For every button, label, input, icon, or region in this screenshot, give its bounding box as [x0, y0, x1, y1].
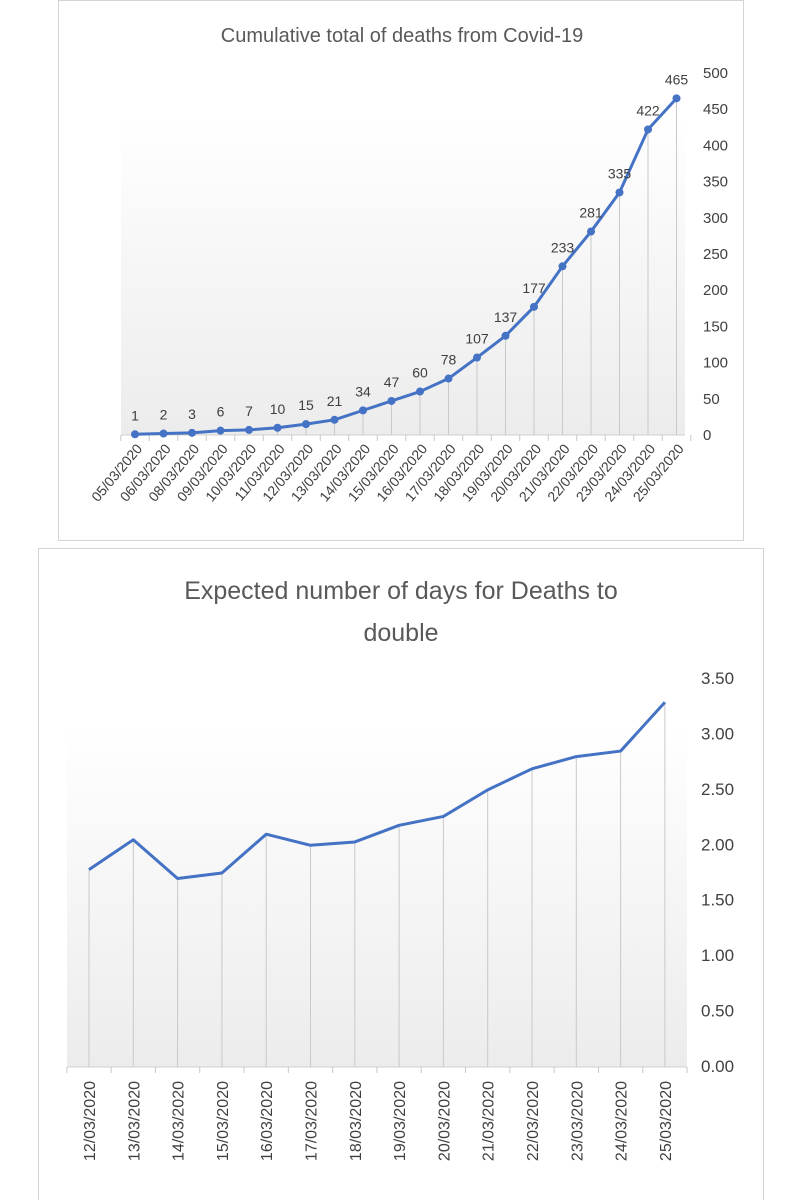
data-point: [387, 396, 396, 405]
y-tick-label: 500: [703, 65, 728, 82]
series-line: [88, 701, 667, 881]
x-tick-label: 17/03/2020: [304, 1081, 321, 1161]
data-label: 1: [131, 407, 139, 423]
data-point: [444, 374, 453, 383]
data-label: 465: [665, 71, 689, 87]
x-tick-label: 22/03/2020: [525, 1081, 542, 1161]
x-tick-label: 24/03/2020: [614, 1081, 631, 1161]
y-tick-label: 250: [703, 246, 728, 263]
plot-area-background: [67, 721, 687, 1067]
data-label: 2: [160, 407, 168, 423]
data-label: 60: [412, 365, 428, 381]
data-point: [530, 302, 538, 311]
cumulative-deaths-chart: Cumulative total of deaths from Covid-19…: [88, 25, 728, 505]
y-tick-label: 2.00: [701, 835, 734, 854]
chart-title-line-2: double: [363, 619, 438, 647]
data-label: 47: [384, 374, 400, 390]
data-point: [615, 188, 624, 197]
data-point: [644, 125, 652, 134]
data-point: [587, 227, 595, 236]
data-point: [273, 423, 282, 432]
data-label: 107: [465, 331, 489, 347]
data-label: 422: [636, 102, 660, 118]
y-tick-label: 300: [703, 210, 728, 227]
data-label: 15: [298, 397, 314, 413]
y-tick-label: 450: [703, 101, 728, 118]
data-label: 7: [245, 403, 253, 419]
data-point: [216, 426, 225, 435]
plot-area-background: [121, 115, 685, 435]
data-label: 3: [188, 406, 196, 422]
data-label: 78: [441, 352, 457, 368]
data-point: [416, 387, 424, 396]
data-label: 21: [327, 393, 343, 409]
series-line: [134, 97, 678, 436]
y-tick-label: 3.00: [701, 724, 734, 743]
data-point: [501, 331, 510, 340]
y-tick-label: 0.50: [701, 1002, 734, 1021]
data-point: [159, 429, 168, 438]
data-label: 281: [579, 205, 603, 221]
data-point: [245, 425, 253, 434]
data-point: [672, 94, 681, 103]
data-point: [302, 420, 310, 429]
data-label: 233: [551, 239, 575, 255]
data-point: [473, 353, 481, 362]
x-tick-label: 15/03/2020: [215, 1081, 232, 1161]
data-point: [131, 430, 139, 439]
chart-title-line-1: Expected number of days for Deaths to: [184, 577, 618, 605]
deaths-chart-panel: Cumulative total of deaths from Covid-19…: [58, 0, 744, 541]
doubling-chart-panel: Expected number of days for Deaths to do…: [38, 548, 764, 1200]
y-tick-label: 0.00: [701, 1057, 734, 1076]
data-point: [558, 262, 567, 271]
y-tick-label: 1.00: [701, 946, 734, 965]
data-label: 177: [522, 280, 546, 296]
data-label: 335: [608, 165, 632, 181]
y-tick-label: 2.50: [701, 780, 734, 799]
y-tick-label: 400: [703, 137, 728, 154]
y-tick-label: 200: [703, 282, 728, 299]
data-label: 34: [355, 383, 371, 399]
y-tick-label: 1.50: [701, 891, 734, 910]
x-tick-label: 21/03/2020: [481, 1081, 498, 1161]
y-tick-label: 100: [703, 355, 728, 372]
data-point: [330, 415, 339, 424]
x-tick-label: 20/03/2020: [436, 1081, 453, 1161]
data-label: 10: [270, 401, 286, 417]
x-tick-label: 13/03/2020: [126, 1081, 143, 1161]
doubling-days-chart: Expected number of days for Deaths to do…: [66, 577, 734, 1161]
data-point: [188, 428, 196, 437]
y-tick-label: 0: [703, 427, 711, 444]
x-tick-label: 23/03/2020: [569, 1081, 586, 1161]
x-tick-label: 16/03/2020: [259, 1081, 276, 1161]
y-tick-label: 350: [703, 174, 728, 191]
x-tick-label: 12/03/2020: [82, 1081, 99, 1161]
x-tick-label: 25/03/2020: [658, 1081, 675, 1161]
x-tick-label: 18/03/2020: [348, 1081, 365, 1161]
x-tick-label: 19/03/2020: [392, 1081, 409, 1161]
y-tick-label: 50: [703, 391, 720, 408]
y-tick-label: 3.50: [701, 669, 734, 688]
data-label: 6: [217, 404, 225, 420]
data-label: 137: [494, 309, 518, 325]
chart-title: Cumulative total of deaths from Covid-19: [221, 25, 583, 47]
y-tick-label: 150: [703, 318, 728, 335]
x-tick-label: 14/03/2020: [171, 1081, 188, 1161]
data-point: [359, 406, 367, 415]
